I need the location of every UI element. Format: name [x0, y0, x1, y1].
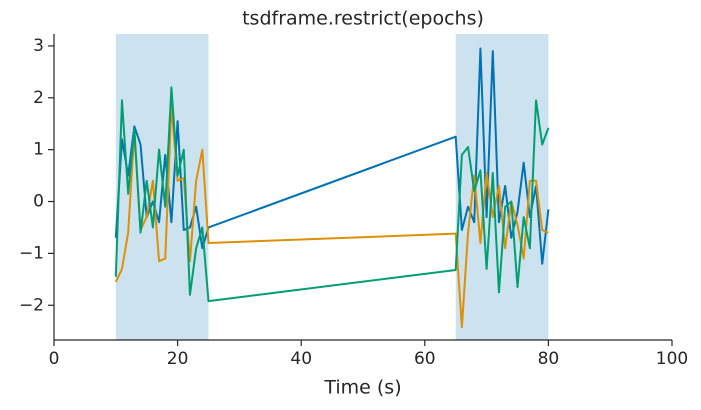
epoch-span [455, 34, 549, 340]
y-tick-label: −1 [19, 243, 44, 263]
series-line [114, 86, 550, 303]
x-tick-label: 40 [290, 349, 312, 369]
x-axis-label: Time (s) [323, 377, 401, 399]
y-tick-label: 2 [33, 88, 44, 108]
x-tick-label: 80 [538, 349, 560, 369]
y-tick-label: 3 [33, 36, 44, 56]
y-tick-label: 1 [33, 140, 44, 160]
x-tick-label: 20 [167, 349, 189, 369]
y-tick-label: −2 [19, 295, 44, 315]
x-tick-label: 100 [656, 349, 688, 369]
chart-title: tsdframe.restrict(epochs) [242, 8, 484, 30]
x-tick-label: 60 [414, 349, 436, 369]
y-tick-label: 0 [33, 192, 44, 212]
series-line [114, 104, 549, 329]
x-tick-label: 0 [49, 349, 60, 369]
